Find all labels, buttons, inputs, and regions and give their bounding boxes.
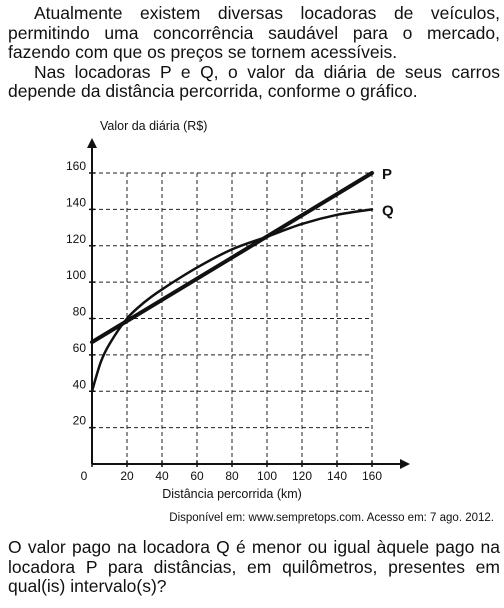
x-axis-arrow <box>400 459 410 469</box>
y-axis-arrow <box>87 138 97 148</box>
x-tick-label: 140 <box>327 469 347 483</box>
x-tick-label: 120 <box>292 469 312 483</box>
y-tick-label: 20 <box>73 414 87 428</box>
intro-text: Atualmente existem diversas locadoras de… <box>8 3 500 102</box>
x-tick-label: 40 <box>155 469 169 483</box>
question-text: O valor pago na locadora Q é menor ou ig… <box>8 537 500 597</box>
series-label-q: Q <box>382 202 394 219</box>
y-tick-label: 100 <box>66 268 86 282</box>
y-tick-label: 160 <box>66 159 86 173</box>
x-tick-label: 100 <box>257 469 277 483</box>
intro-paragraph-2: Nas locadoras P e Q, o valor da diária d… <box>8 61 500 101</box>
x-tick-label: 160 <box>362 469 382 483</box>
series-line-q <box>90 208 374 393</box>
y-axis-label: Valor da diária (R$) <box>100 119 207 133</box>
x-tick-label: 0 <box>81 469 88 483</box>
y-tick-label: 40 <box>73 377 87 391</box>
y-tick-label: 60 <box>73 341 87 355</box>
x-tick-label: 20 <box>120 469 134 483</box>
series-label-p: P <box>382 166 392 183</box>
x-tick-label: 60 <box>190 469 204 483</box>
x-tick-label: 80 <box>225 469 239 483</box>
y-tick-label: 120 <box>66 232 86 246</box>
x-axis-label: Distância percorrida (km) <box>162 487 302 501</box>
line-chart: 0 20 40 60 80 100 120 140 160 20 40 60 80 100 120 140 16… <box>66 119 410 501</box>
question-paragraph: O valor pago na locadora Q é menor ou ig… <box>8 537 500 596</box>
source-citation: Disponível em: www.sempretops.com. Acess… <box>169 512 494 524</box>
y-tick-label: 80 <box>73 305 87 319</box>
y-tick-label: 140 <box>66 195 86 209</box>
intro-paragraph-1: Atualmente existem diversas locadoras de… <box>8 3 500 62</box>
series-line-p <box>90 171 374 345</box>
